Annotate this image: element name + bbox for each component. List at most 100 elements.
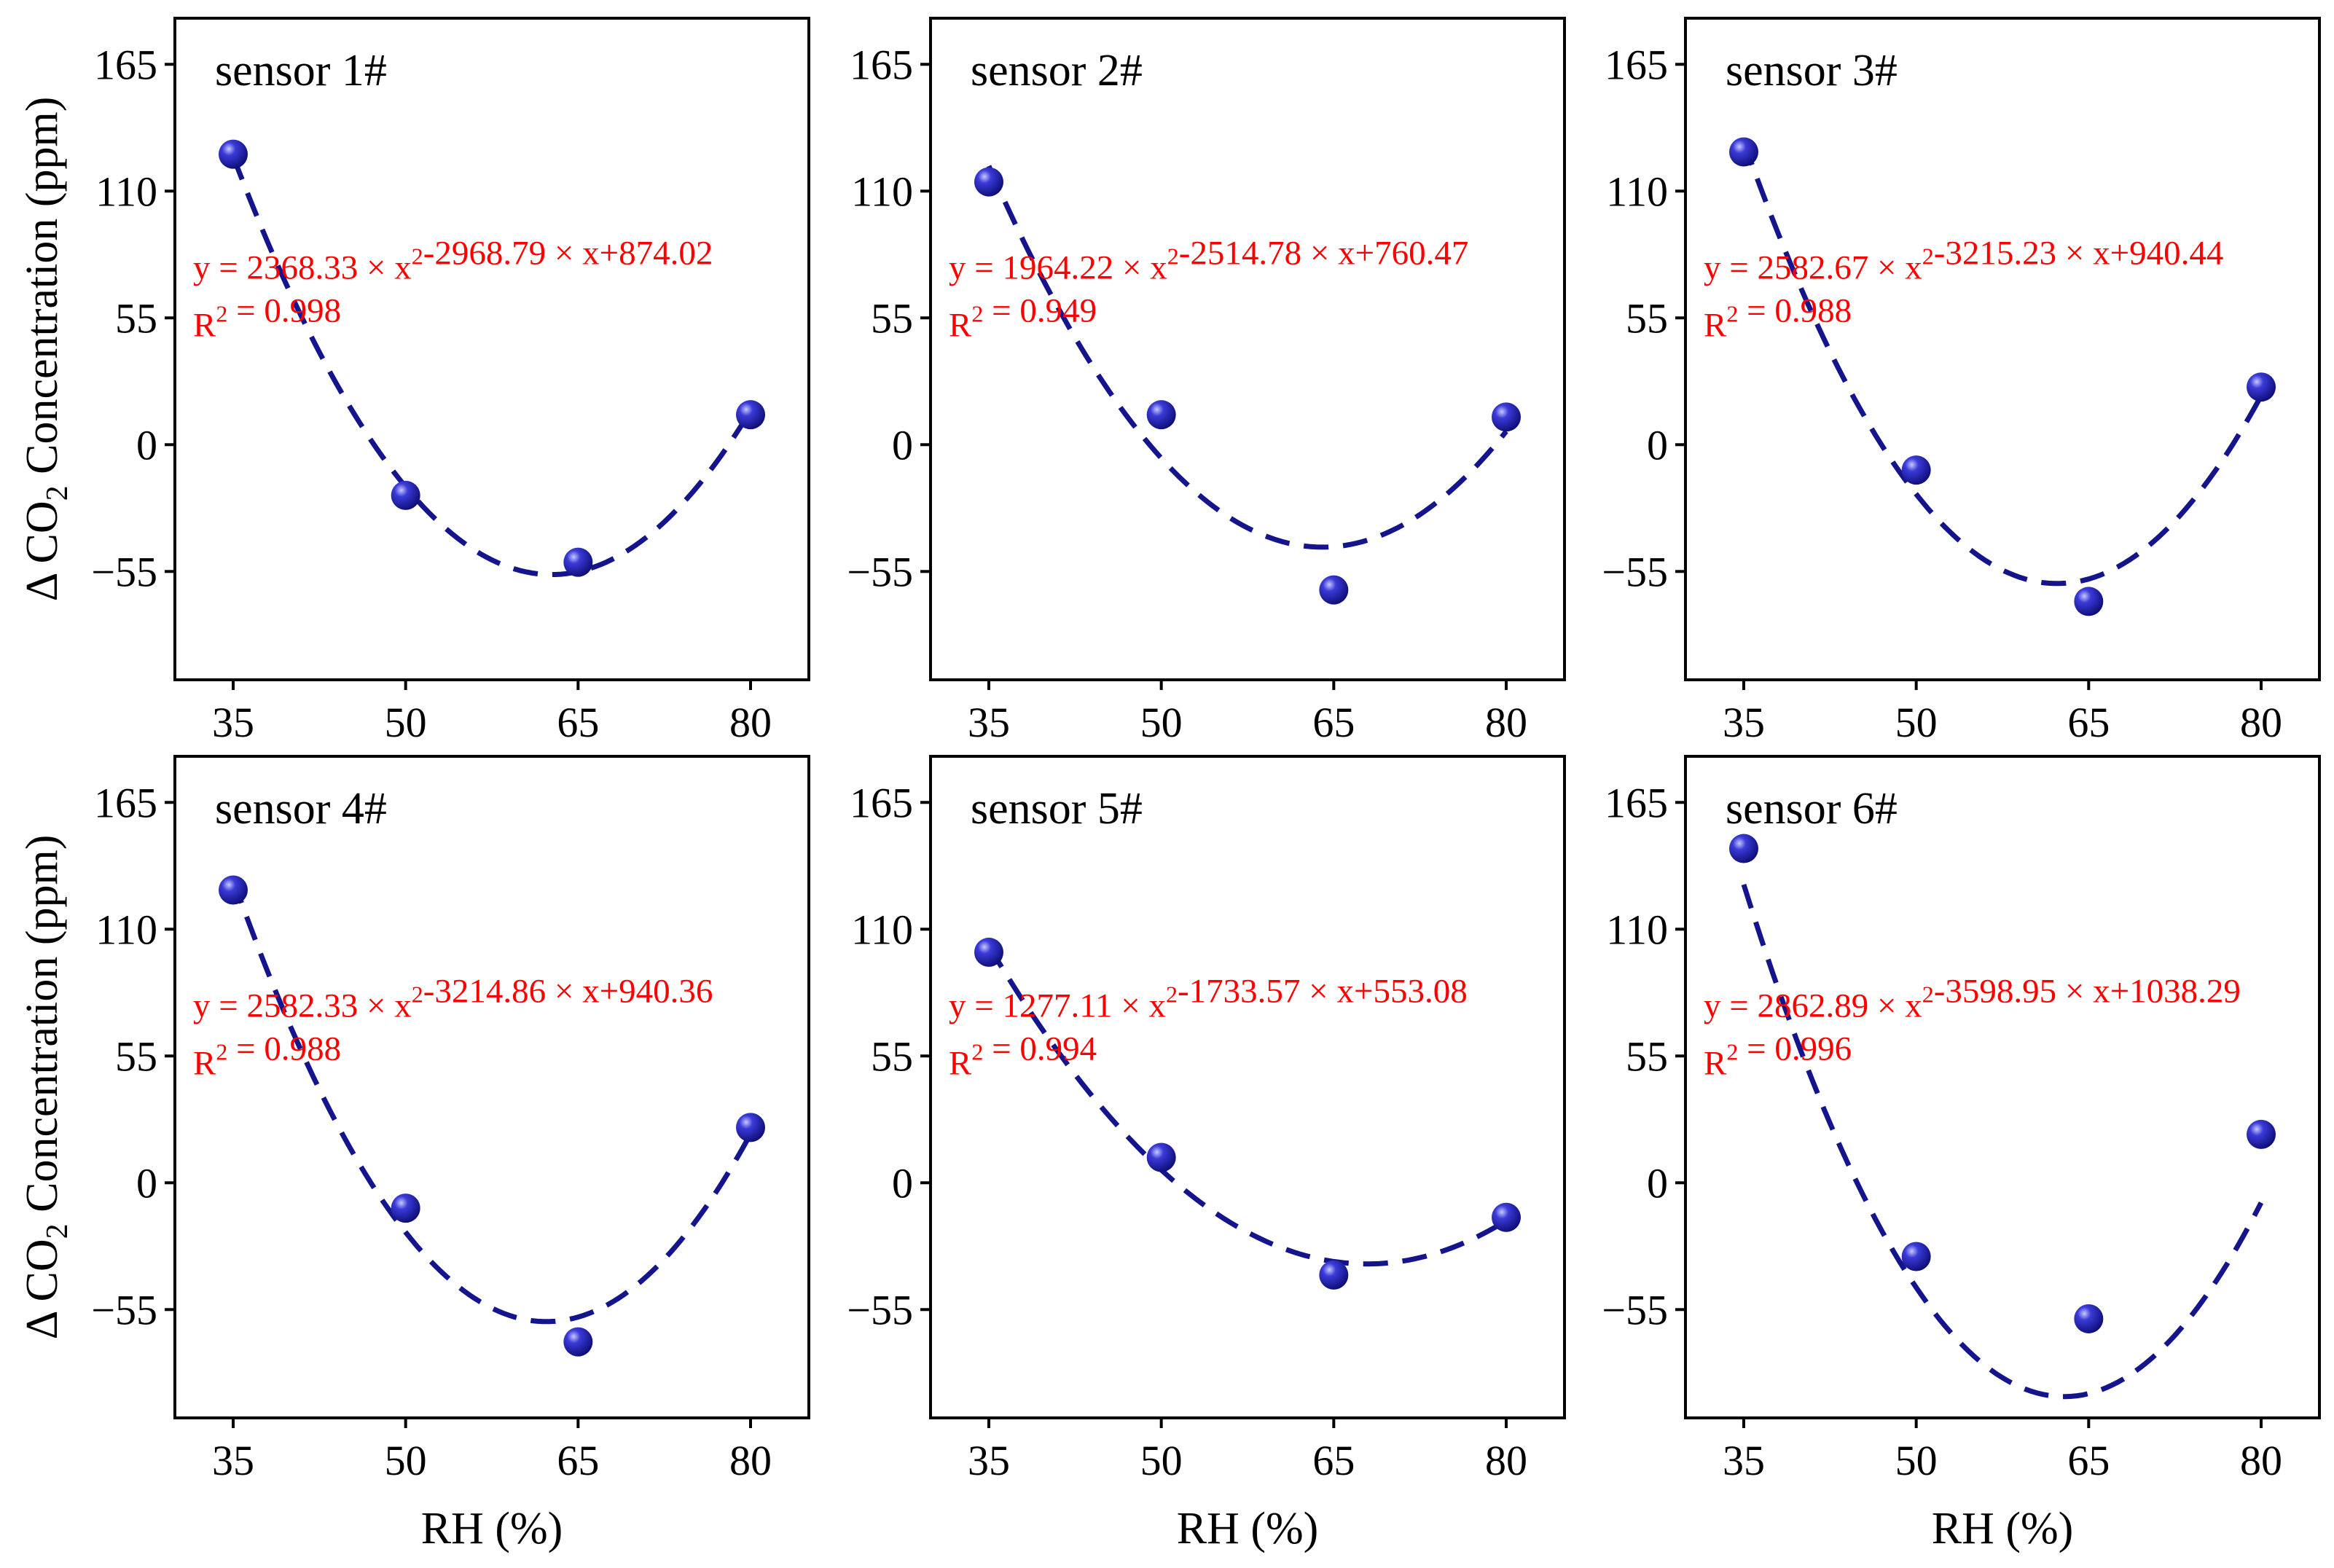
data-point bbox=[974, 937, 1003, 967]
x-tick-label: 35 bbox=[212, 1437, 254, 1484]
y-tick-label: −55 bbox=[847, 1286, 913, 1333]
x-tick-label: 50 bbox=[1895, 1437, 1938, 1484]
y-tick-label: 165 bbox=[94, 779, 157, 826]
fit-equation: y = 2862.89 × x2-3598.95 × x+1038.29 bbox=[1704, 973, 2241, 1025]
panel-sensor-2: 165 110 55 0 −55 35 50 65 80 sensor 2# y = 1964.22… bbox=[847, 17, 1566, 746]
y-tick-label: 110 bbox=[1606, 168, 1668, 215]
fit-curve bbox=[230, 155, 753, 578]
fit-curve bbox=[1741, 883, 2264, 1400]
y-tick-label: 0 bbox=[1647, 1159, 1668, 1207]
y-tick-label: −55 bbox=[91, 548, 157, 595]
data-point bbox=[736, 400, 765, 430]
data-point bbox=[563, 547, 593, 577]
fit-equation: y = 2368.33 × x2-2968.79 × x+874.02 bbox=[193, 235, 713, 287]
y-tick-label: −55 bbox=[91, 1286, 157, 1333]
y-tick-label: 0 bbox=[136, 421, 157, 469]
panel-sensor-5: 165 110 55 0 −55 35 50 65 80 sensor 5# y = 1277.11… bbox=[847, 755, 1566, 1553]
panel-sensor-6: 165 110 55 0 −55 35 50 65 80 sensor 6# y = 2862.89… bbox=[1602, 755, 2321, 1553]
x-tick-label: 35 bbox=[968, 1437, 1010, 1484]
fit-curve bbox=[1741, 141, 2264, 587]
data-point bbox=[974, 167, 1003, 197]
y-tick-label: 110 bbox=[95, 906, 157, 953]
x-tick-label: 65 bbox=[2067, 699, 2110, 746]
data-point bbox=[2074, 587, 2104, 616]
y-tick-label: 165 bbox=[850, 779, 913, 826]
data-point bbox=[736, 1113, 765, 1142]
plot-frame bbox=[929, 17, 1566, 681]
fit-equation: y = 2582.33 × x2-3214.86 × x+940.36 bbox=[193, 973, 713, 1025]
plot-frame bbox=[929, 755, 1566, 1419]
y-tick-label: 55 bbox=[1626, 1032, 1668, 1080]
fit-curve bbox=[230, 879, 753, 1325]
y-tick-label: 0 bbox=[1647, 421, 1668, 469]
fit-r2: R2 = 0.988 bbox=[1704, 292, 1852, 345]
plot-frame bbox=[1684, 17, 2321, 681]
panel-title: sensor 5# bbox=[971, 784, 1143, 834]
plot-frame bbox=[1684, 755, 2321, 1419]
y-tick-label: 0 bbox=[892, 1159, 913, 1207]
panel-title: sensor 1# bbox=[215, 46, 387, 95]
data-point bbox=[219, 139, 248, 169]
x-axis-label: RH (%) bbox=[421, 1504, 563, 1553]
panel-title: sensor 3# bbox=[1726, 46, 1898, 95]
y-tick-label: −55 bbox=[1602, 1286, 1668, 1333]
y-tick-label: −55 bbox=[1602, 548, 1668, 595]
x-tick-label: 35 bbox=[1723, 699, 1765, 746]
x-tick-label: 65 bbox=[557, 699, 599, 746]
y-tick-label: 165 bbox=[1605, 41, 1668, 88]
y-tick-label: 165 bbox=[850, 41, 913, 88]
y-tick-label: 55 bbox=[871, 294, 913, 342]
fit-equation: y = 1277.11 × x2-1733.57 × x+553.08 bbox=[949, 973, 1468, 1025]
y-tick-label: 110 bbox=[851, 168, 913, 215]
x-tick-label: 50 bbox=[385, 1437, 427, 1484]
data-point bbox=[1729, 137, 1758, 167]
y-axis-label: Δ CO2 Concentration (ppm) bbox=[17, 97, 74, 602]
y-axis-label: Δ CO2 Concentration (ppm) bbox=[17, 835, 74, 1340]
x-axis-label: RH (%) bbox=[1932, 1504, 2074, 1553]
x-tick-label: 80 bbox=[1485, 699, 1527, 746]
data-point bbox=[1901, 1242, 1931, 1271]
y-tick-label: 110 bbox=[95, 168, 157, 215]
x-tick-label: 50 bbox=[1140, 1437, 1183, 1484]
y-tick-label: 55 bbox=[115, 294, 157, 342]
y-tick-label: 165 bbox=[1605, 779, 1668, 826]
panel-title: sensor 4# bbox=[215, 784, 387, 834]
x-tick-label: 65 bbox=[2067, 1437, 2110, 1484]
data-point bbox=[563, 1327, 593, 1357]
data-point bbox=[2247, 1119, 2276, 1149]
x-tick-label: 50 bbox=[1140, 699, 1183, 746]
x-tick-label: 35 bbox=[968, 699, 1010, 746]
data-point bbox=[391, 1193, 420, 1223]
fit-r2: R2 = 0.949 bbox=[949, 292, 1097, 345]
panel-sensor-3: 165 110 55 0 −55 35 50 65 80 sensor 3# y = 2582.67… bbox=[1602, 17, 2321, 746]
data-point bbox=[1901, 455, 1931, 485]
x-tick-label: 65 bbox=[557, 1437, 599, 1484]
x-tick-label: 50 bbox=[385, 699, 427, 746]
panel-sensor-1: 165 110 55 0 −55 35 50 65 80 sensor 1# y = 2368.33… bbox=[17, 17, 810, 746]
y-tick-label: 55 bbox=[871, 1032, 913, 1080]
x-tick-label: 35 bbox=[212, 699, 254, 746]
data-point bbox=[1319, 1260, 1349, 1290]
y-tick-label: 165 bbox=[94, 41, 157, 88]
x-tick-label: 65 bbox=[1312, 699, 1355, 746]
y-tick-label: −55 bbox=[847, 548, 913, 595]
y-tick-label: 110 bbox=[1606, 906, 1668, 953]
fit-equation: y = 2582.67 × x2-3215.23 × x+940.44 bbox=[1704, 235, 2223, 287]
x-tick-label: 80 bbox=[2240, 699, 2282, 746]
fit-equation: y = 1964.22 × x2-2514.78 × x+760.47 bbox=[949, 235, 1468, 287]
panel-title: sensor 6# bbox=[1726, 784, 1898, 834]
data-point bbox=[1729, 834, 1758, 863]
x-tick-label: 35 bbox=[1723, 1437, 1765, 1484]
y-tick-label: 110 bbox=[851, 906, 913, 953]
x-tick-label: 50 bbox=[1895, 699, 1938, 746]
y-tick-label: 0 bbox=[136, 1159, 157, 1207]
data-point bbox=[1492, 402, 1521, 432]
y-tick-label: 55 bbox=[1626, 294, 1668, 342]
data-point bbox=[2074, 1304, 2104, 1333]
plot-frame bbox=[173, 755, 810, 1419]
fit-r2: R2 = 0.996 bbox=[1704, 1030, 1852, 1083]
data-point bbox=[219, 875, 248, 905]
y-tick-label: 0 bbox=[892, 421, 913, 469]
y-tick-label: 55 bbox=[115, 1032, 157, 1080]
fit-r2: R2 = 0.998 bbox=[193, 292, 341, 345]
